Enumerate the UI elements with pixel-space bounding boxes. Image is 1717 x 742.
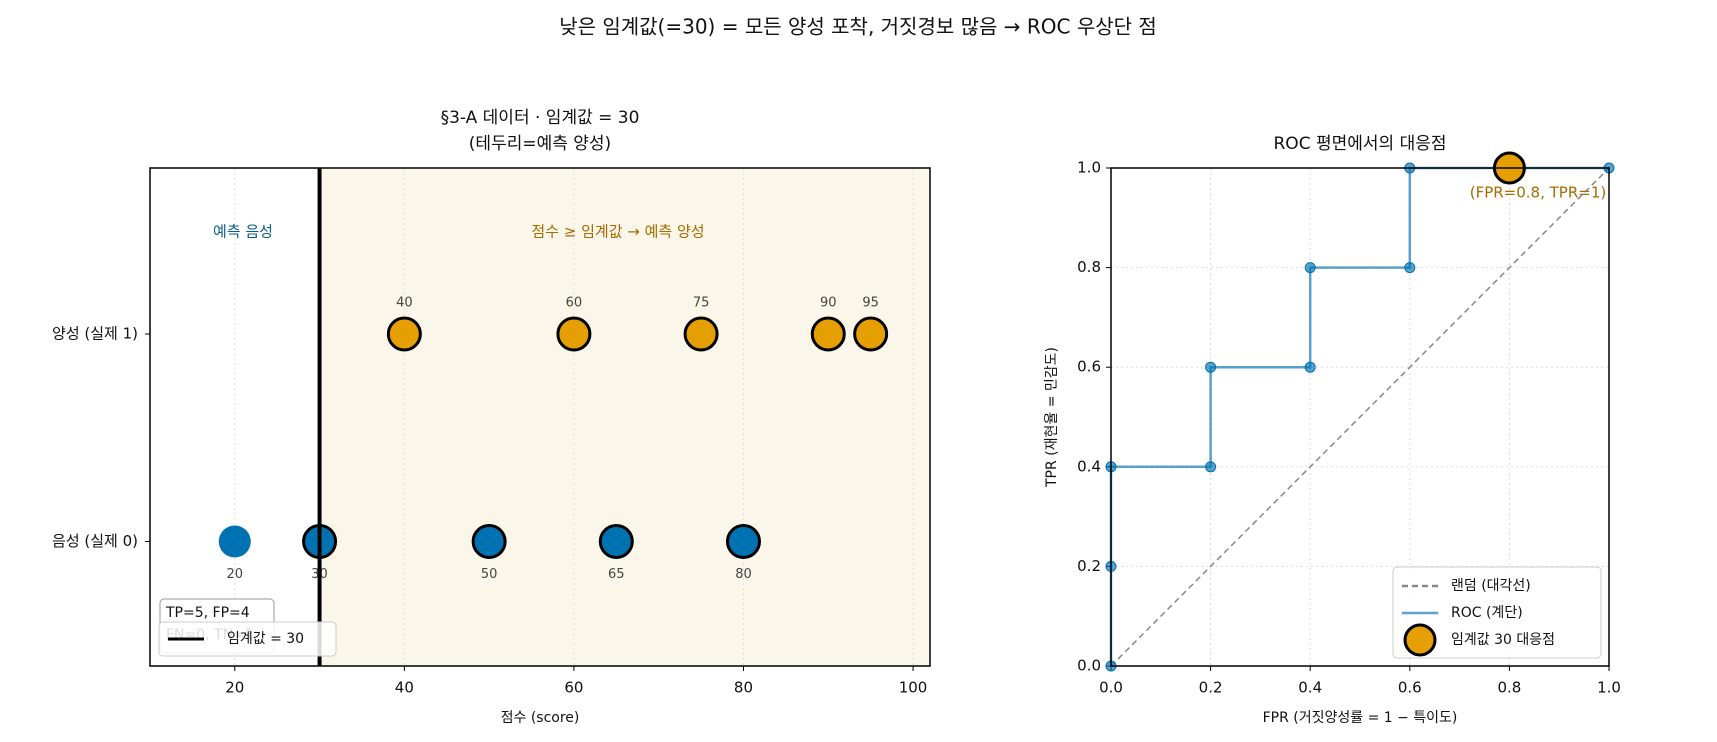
roc-point: [1304, 262, 1316, 274]
x-tick-label: 0.8: [1497, 679, 1521, 697]
figure-title: 낮은 임계값(=30) = 모든 양성 포착, 거짓경보 많음 → ROC 우상…: [559, 15, 1157, 39]
roc-point: [1205, 461, 1217, 473]
point: [598, 524, 634, 559]
y-tick-label: 0.6: [1077, 358, 1101, 376]
value-label: 95: [862, 296, 879, 311]
roc-point: [1404, 262, 1416, 274]
axes-frame: [1110, 167, 1610, 667]
y-tick-label: 1.0: [1077, 159, 1101, 177]
annotation: (FPR=0.8, TPR=1): [1470, 184, 1607, 202]
x-axis-label: 점수 (score): [501, 710, 580, 726]
x-tick-label: 0.6: [1398, 679, 1422, 697]
x-tick-label: 0.4: [1298, 679, 1322, 697]
chart-title: ROC 평면에서의 대응점: [1274, 134, 1447, 154]
point: [218, 525, 251, 558]
x-axis-label: FPR (거짓양성률 = 1 − 특이도): [1263, 710, 1458, 726]
point: [683, 316, 719, 352]
value-label: 90: [820, 296, 837, 311]
legend-label: 랜덤 (대각선): [1451, 578, 1531, 594]
x-tick-label: 80: [734, 679, 753, 697]
point: [810, 316, 846, 352]
point: [853, 316, 889, 352]
annotation: 예측 음성: [213, 223, 273, 241]
point: [556, 316, 592, 352]
annotation: 점수 ≥ 임계값 → 예측 양성: [531, 223, 704, 241]
x-tick-label: 20: [225, 679, 244, 697]
legend-box: [158, 621, 337, 657]
value-label: 40: [396, 296, 413, 311]
axes-frame: [149, 167, 931, 667]
legend-marker: [1403, 623, 1437, 657]
x-tick-label: 40: [395, 679, 414, 697]
x-tick-label: 100: [899, 679, 928, 697]
y-tick-label: 0.0: [1077, 657, 1101, 675]
point: [386, 316, 422, 352]
y-tick-label: 양성 (실제 1): [52, 325, 138, 343]
diagonal-line: [1110, 167, 1610, 667]
y-axis-label: TPR (재현율 = 민감도): [1044, 347, 1060, 488]
legend-label: ROC (계단): [1451, 605, 1523, 621]
legend-box: [1392, 566, 1602, 659]
value-label: 60: [566, 296, 583, 311]
legend-label: 임계값 30 대응점: [1451, 632, 1555, 648]
x-tick-label: 0.0: [1099, 679, 1123, 697]
chart-title: (테두리=예측 양성): [469, 134, 611, 154]
y-tick-label: 0.8: [1077, 258, 1101, 276]
point: [725, 524, 761, 559]
roc-point: [1205, 361, 1217, 373]
value-label: 65: [608, 567, 625, 582]
x-tick-label: 60: [564, 679, 583, 697]
y-tick-label: 음성 (실제 0): [52, 532, 138, 550]
value-label: 50: [481, 567, 498, 582]
point: [471, 524, 507, 559]
roc-point: [1304, 361, 1316, 373]
x-tick-label: 1.0: [1597, 679, 1621, 697]
counts-text: TP=5, FP=4: [165, 605, 250, 621]
chart-title: §3-A 데이터 · 임계값 = 30: [441, 108, 640, 128]
value-label: 80: [735, 567, 752, 582]
legend-label: 임계값 = 30: [227, 631, 304, 647]
predicted-positive-region: [319, 168, 931, 666]
x-tick-label: 0.2: [1199, 679, 1223, 697]
value-label: 75: [693, 296, 710, 311]
y-tick-label: 0.4: [1077, 457, 1101, 475]
y-tick-label: 0.2: [1077, 557, 1101, 575]
value-label: 20: [227, 567, 244, 582]
